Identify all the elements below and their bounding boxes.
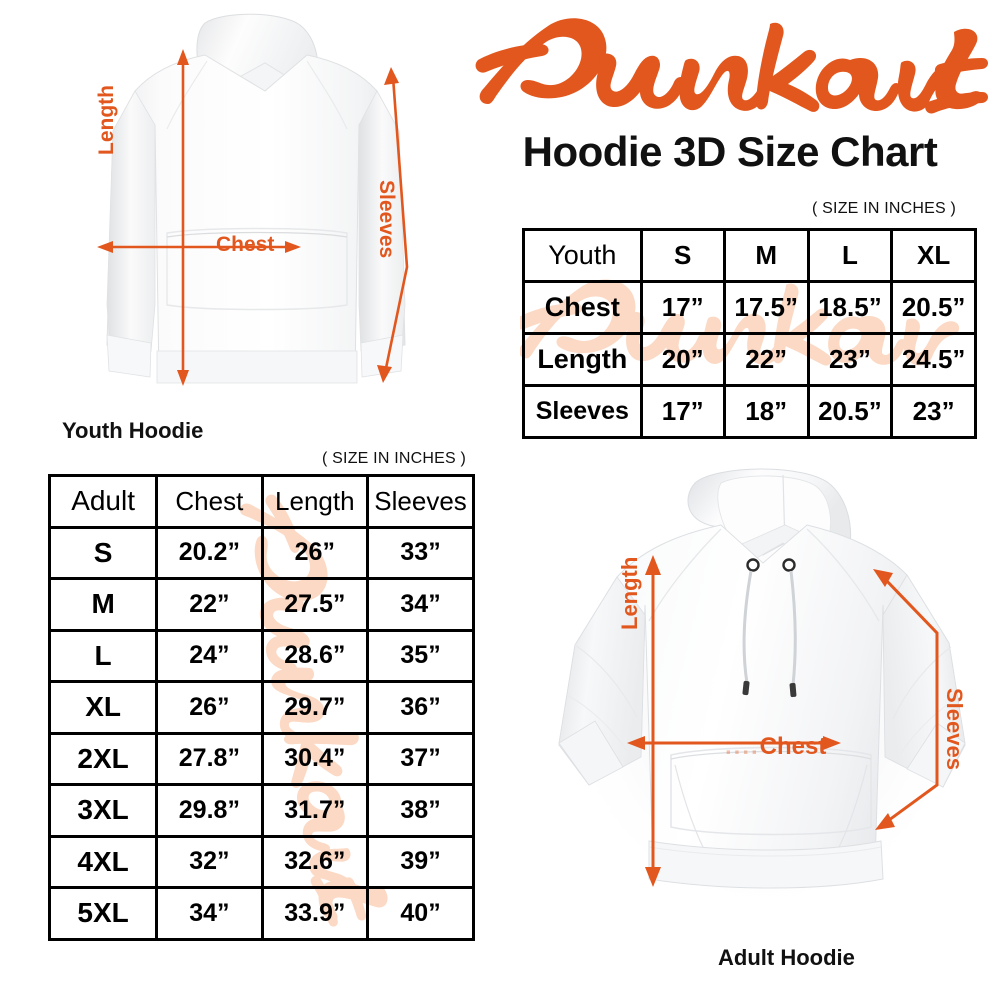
youth-chest-label: Chest — [216, 233, 275, 256]
adult-sleeves-l: 35” — [366, 628, 475, 683]
youth-sleeves-l: 20.5” — [806, 384, 894, 439]
adult-size-table: Adult Chest Length Sleeves S 20.2” 26” 3… — [47, 474, 475, 941]
adult-length-2xl: 30.4” — [260, 731, 370, 786]
adult-size-2xl: 2XL — [47, 731, 159, 786]
adult-chest-2xl: 27.8” — [155, 731, 264, 786]
youth-chest-s: 17” — [639, 280, 726, 335]
youth-row-label-length: Length — [522, 332, 643, 387]
adult-size-m: M — [47, 577, 159, 632]
adult-chest-label-text: Chest — [759, 733, 827, 760]
adult-sleeves-xl: 36” — [366, 680, 475, 735]
youth-sleeves-xl: 23” — [890, 384, 977, 439]
adult-length-l: 28.6” — [260, 628, 370, 683]
adult-hoodie-caption: Adult Hoodie — [718, 945, 855, 970]
adult-length-5xl: 33.9” — [260, 886, 370, 941]
adult-corner-label: Adult — [47, 474, 159, 529]
adult-size-l: L — [47, 628, 159, 683]
youth-col-xl: XL — [890, 228, 977, 283]
youth-chest-l: 18.5” — [806, 280, 894, 335]
adult-length-3xl: 31.7” — [260, 783, 370, 838]
youth-length-m: 22” — [722, 332, 810, 387]
youth-col-m: M — [722, 228, 810, 283]
adult-col-sleeves: Sleeves — [366, 474, 475, 529]
adult-chest-s: 20.2” — [155, 525, 264, 580]
table-row: 2XL 27.8” 30.4” 37” — [47, 731, 475, 786]
brand-logo — [470, 8, 990, 128]
adult-chest-m: 22” — [155, 577, 264, 632]
youth-chest-m: 17.5” — [722, 280, 810, 335]
youth-corner-label: Youth — [522, 228, 643, 283]
youth-row-label-chest: Chest — [522, 280, 643, 335]
youth-hoodie-illustration — [55, 5, 455, 415]
adult-chest-5xl: 34” — [155, 886, 264, 941]
table-row-header: Youth S M L XL — [522, 228, 977, 283]
adult-chest-4xl: 32” — [155, 834, 264, 889]
youth-length-xl: 24.5” — [890, 332, 977, 387]
table-row: L 24” 28.6” 35” — [47, 628, 475, 683]
table-row: 3XL 29.8” 31.7” 38” — [47, 783, 475, 838]
table-row: Length 20” 22” 23” 24.5” — [522, 332, 977, 387]
adult-sleeves-s: 33” — [366, 525, 475, 580]
adult-sleeves-2xl: 37” — [366, 731, 475, 786]
youth-col-l: L — [806, 228, 894, 283]
adult-size-4xl: 4XL — [47, 834, 159, 889]
adult-size-5xl: 5XL — [47, 886, 159, 941]
table-row: 4XL 32” 32.6” 39” — [47, 834, 475, 889]
adult-length-4xl: 32.6” — [260, 834, 370, 889]
youth-length-s: 20” — [639, 332, 726, 387]
adult-sleeves-5xl: 40” — [366, 886, 475, 941]
page-title: Hoodie 3D Size Chart — [522, 128, 938, 175]
youth-hoodie-caption: Youth Hoodie — [62, 418, 204, 443]
adult-size-s: S — [47, 525, 159, 580]
table-row: 5XL 34” 33.9” 40” — [47, 886, 475, 941]
youth-row-label-sleeves: Sleeves — [522, 384, 643, 439]
adult-length-label: Length — [617, 556, 642, 630]
adult-chest-3xl: 29.8” — [155, 783, 264, 838]
chest-leader-dots: .... — [725, 733, 760, 760]
adult-size-3xl: 3XL — [47, 783, 159, 838]
youth-col-s: S — [639, 228, 726, 283]
youth-length-l: 23” — [806, 332, 894, 387]
youth-sleeves-s: 17” — [639, 384, 726, 439]
adult-sleeves-4xl: 39” — [366, 834, 475, 889]
adult-hoodie-graphic — [555, 468, 975, 920]
adult-length-m: 27.5” — [260, 577, 370, 632]
youth-sleeves-label: Sleeves — [375, 180, 398, 259]
adult-col-chest: Chest — [155, 474, 264, 529]
adult-sleeves-3xl: 38” — [366, 783, 475, 838]
adult-col-length: Length — [260, 474, 370, 529]
youth-hoodie-graphic — [97, 13, 409, 386]
table-row: M 22” 27.5” 34” — [47, 577, 475, 632]
youth-chest-xl: 20.5” — [890, 280, 977, 335]
youth-sleeves-m: 18” — [722, 384, 810, 439]
table-row: Chest 17” 17.5” 18.5” 20.5” — [522, 280, 977, 335]
adult-length-xl: 29.7” — [260, 680, 370, 735]
adult-chest-label: ....Chest — [725, 733, 826, 761]
adult-size-in-inches-caption: ( SIZE IN INCHES ) — [322, 450, 467, 467]
table-row: S 20.2” 26” 33” — [47, 525, 475, 580]
table-row-header: Adult Chest Length Sleeves — [47, 474, 475, 529]
adult-size-xl: XL — [47, 680, 159, 735]
adult-hoodie-illustration — [545, 455, 985, 945]
adult-sleeves-m: 34” — [366, 577, 475, 632]
youth-size-table: Youth S M L XL Chest 17” 17.5” 18.5” 20.… — [522, 228, 977, 439]
adult-chest-l: 24” — [155, 628, 264, 683]
dunkare-logo-icon — [475, 18, 988, 114]
table-row: Sleeves 17” 18” 20.5” 23” — [522, 384, 977, 439]
youth-length-label: Length — [95, 85, 118, 155]
adult-chest-xl: 26” — [155, 680, 264, 735]
adult-length-s: 26” — [260, 525, 370, 580]
youth-size-in-inches-caption: ( SIZE IN INCHES ) — [812, 200, 957, 217]
table-row: XL 26” 29.7” 36” — [47, 680, 475, 735]
adult-sleeves-label: Sleeves — [942, 688, 967, 770]
